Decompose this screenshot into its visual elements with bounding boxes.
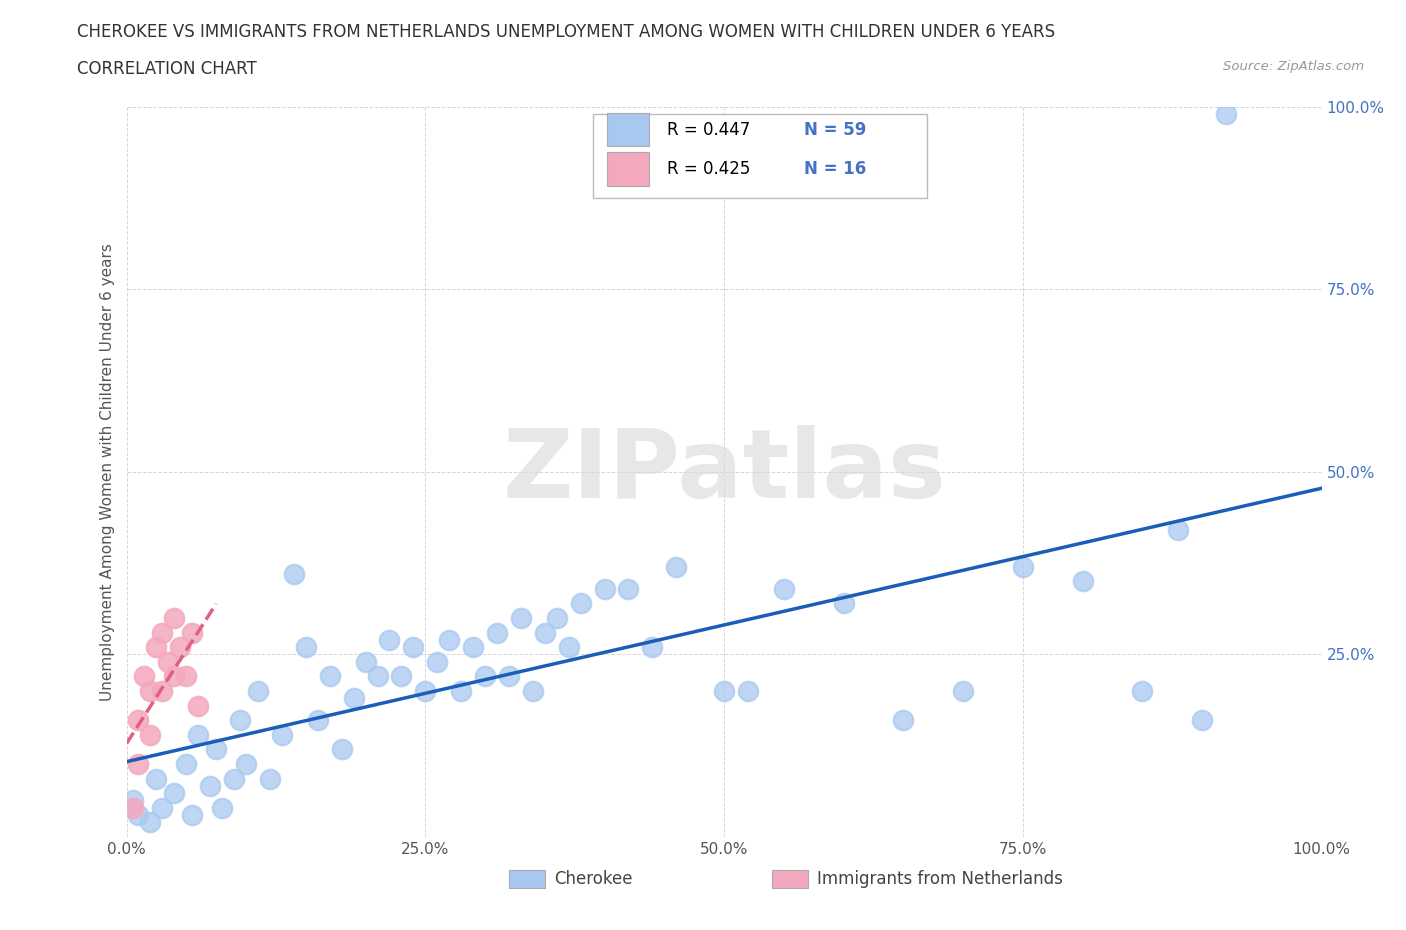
Point	[509, 611, 531, 626]
Point	[211, 801, 233, 816]
Point	[229, 712, 252, 727]
Point	[617, 581, 640, 596]
Bar	[607, 113, 648, 146]
Point	[294, 640, 316, 655]
Point	[461, 640, 484, 655]
Point	[150, 801, 174, 816]
Point	[150, 684, 174, 698]
Point	[121, 793, 143, 808]
Point	[139, 684, 162, 698]
Point	[127, 712, 149, 727]
Point	[145, 771, 167, 786]
Point	[318, 669, 342, 684]
Point	[641, 640, 664, 655]
Point	[1011, 560, 1033, 575]
Point	[891, 712, 914, 727]
Point	[169, 640, 191, 655]
Point	[205, 742, 228, 757]
Bar	[509, 870, 544, 888]
Point	[134, 669, 156, 684]
Point	[247, 684, 270, 698]
Point	[222, 771, 246, 786]
Text: R = 0.447: R = 0.447	[666, 121, 749, 139]
Point	[486, 625, 509, 640]
Point	[157, 655, 180, 670]
Point	[1071, 574, 1094, 589]
Point	[378, 632, 401, 647]
Point	[569, 596, 592, 611]
Point	[259, 771, 281, 786]
Point	[832, 596, 855, 611]
Point	[952, 684, 974, 698]
Text: Cherokee: Cherokee	[554, 870, 633, 888]
Point	[439, 632, 461, 647]
Point	[522, 684, 544, 698]
Point	[737, 684, 759, 698]
Point	[474, 669, 496, 684]
Point	[139, 727, 162, 742]
Point	[713, 684, 735, 698]
Point	[330, 742, 353, 757]
Point	[773, 581, 796, 596]
Point	[235, 757, 257, 772]
Text: N = 16: N = 16	[804, 160, 866, 178]
Bar	[772, 870, 808, 888]
Point	[174, 757, 197, 772]
Point	[283, 566, 305, 581]
Point	[181, 807, 204, 822]
Point	[200, 778, 222, 793]
Text: Source: ZipAtlas.com: Source: ZipAtlas.com	[1223, 60, 1364, 73]
Text: ZIPatlas: ZIPatlas	[502, 426, 946, 519]
Point	[557, 640, 581, 655]
FancyBboxPatch shape	[593, 114, 928, 198]
Bar	[607, 153, 648, 186]
Point	[366, 669, 388, 684]
Point	[1215, 107, 1237, 122]
Point	[139, 815, 162, 830]
Point	[163, 786, 186, 801]
Text: R = 0.425: R = 0.425	[666, 160, 749, 178]
Point	[187, 727, 209, 742]
Point	[1191, 712, 1213, 727]
Point	[391, 669, 413, 684]
Point	[413, 684, 436, 698]
Point	[174, 669, 197, 684]
Point	[150, 625, 174, 640]
Point	[533, 625, 555, 640]
Point	[270, 727, 294, 742]
Point	[1167, 523, 1189, 538]
Point	[402, 640, 425, 655]
Point	[127, 807, 149, 822]
Point	[498, 669, 520, 684]
Point	[450, 684, 472, 698]
Point	[127, 757, 149, 772]
Point	[121, 801, 143, 816]
Point	[426, 655, 449, 670]
Text: CORRELATION CHART: CORRELATION CHART	[77, 60, 257, 78]
Point	[665, 560, 688, 575]
Text: N = 59: N = 59	[804, 121, 866, 139]
Text: Immigrants from Netherlands: Immigrants from Netherlands	[817, 870, 1063, 888]
Point	[1130, 684, 1153, 698]
Point	[181, 625, 204, 640]
Point	[307, 712, 329, 727]
Point	[187, 698, 209, 713]
Point	[163, 669, 186, 684]
Point	[163, 611, 186, 626]
Point	[546, 611, 568, 626]
Point	[593, 581, 616, 596]
Point	[354, 655, 377, 670]
Y-axis label: Unemployment Among Women with Children Under 6 years: Unemployment Among Women with Children U…	[100, 243, 115, 701]
Point	[145, 640, 167, 655]
Point	[343, 691, 366, 706]
Text: CHEROKEE VS IMMIGRANTS FROM NETHERLANDS UNEMPLOYMENT AMONG WOMEN WITH CHILDREN U: CHEROKEE VS IMMIGRANTS FROM NETHERLANDS …	[77, 23, 1056, 41]
